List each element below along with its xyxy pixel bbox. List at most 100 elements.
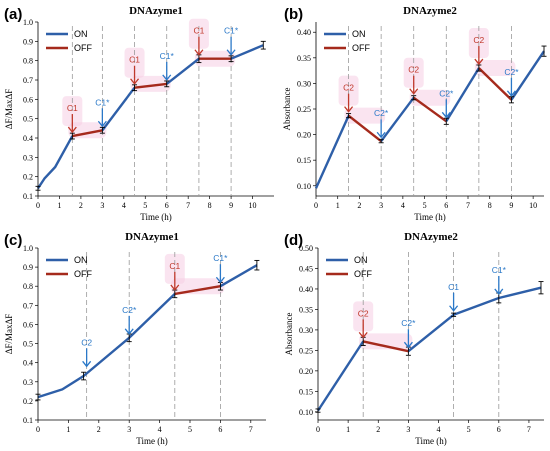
annotation-arrowhead: [376, 131, 386, 139]
x-tick-label: 2: [97, 425, 101, 434]
annotation-arrowhead: [403, 341, 413, 349]
legend-label-off: OFF: [352, 43, 370, 53]
annotation-label: C2: [408, 65, 419, 75]
chart-panel-1: 0 1 2 3 4 5 6 7 8 9 10 0.1 0.2 0.3 0.4 0.5 0.6 0.7 0.8 0.9 1…: [4, 5, 274, 222]
series-segment-on: [314, 115, 350, 189]
annotation-arrowhead: [97, 120, 107, 128]
y-tick-label: 0.9: [23, 37, 33, 46]
y-axis-label: Absorbance: [284, 313, 294, 356]
y-tick-label: 0.25: [297, 105, 311, 114]
y-tick-label: 0.10: [299, 408, 313, 417]
annotation-arrowhead: [449, 305, 459, 312]
series-segment-on: [219, 264, 258, 288]
off-highlight: [170, 278, 225, 295]
x-tick-label: 5: [188, 425, 192, 434]
series-segment-on: [445, 67, 480, 122]
x-tick-label: 2: [376, 425, 380, 434]
annotation-label: C1: [129, 55, 140, 65]
y-tick-label: 0.5: [23, 340, 33, 349]
x-tick-label: 7: [527, 425, 531, 434]
y-tick-label: 0.25: [299, 346, 313, 355]
series-segment-off: [174, 285, 221, 296]
chart-panel-4: 0 1 2 3 4 5 6 7 0.10 0.15 0.20 0.25 0.30 0.35 0.40 0.45…: [284, 231, 544, 446]
annotation-label: C1*: [213, 253, 228, 263]
panel-label: (a): [4, 6, 22, 23]
y-tick-label: 0.30: [297, 79, 311, 88]
x-tick-label: 2: [79, 201, 83, 210]
panel-label: (d): [284, 232, 303, 249]
annotation-label: C2*: [439, 88, 454, 98]
annotation-label: C1: [67, 103, 78, 113]
annotation-arrowhead: [194, 49, 204, 56]
annotation-label: C2*: [374, 108, 389, 118]
y-tick-label: 0.35: [299, 305, 313, 314]
y-tick-label: 0.2: [23, 397, 33, 406]
y-axis-label: ΔF/MaxΔF: [4, 89, 14, 130]
y-tick-label: 0.15: [299, 387, 313, 396]
series-segment-off: [347, 114, 382, 143]
y-tick-label: 0.3: [23, 153, 33, 162]
chart-panel-3: 0 1 2 3 4 5 6 7 0.1 0.2 0.3 0.4 0.5 0.6 0.7 0.8 0.9 1.0 C2…: [4, 231, 266, 446]
x-tick-label: 9: [509, 201, 513, 210]
annotation-arrowhead: [358, 331, 368, 339]
y-tick-label: 0.7: [23, 76, 33, 85]
x-tick-label: 4: [401, 201, 405, 210]
annotation-label: C2*: [122, 305, 137, 315]
annotation-label: C1*: [95, 97, 110, 107]
y-tick-label: 0.30: [299, 326, 313, 335]
annotation-arrowhead: [441, 111, 451, 119]
y-tick-label: 0.3: [23, 378, 33, 387]
annotation-arrowhead: [124, 328, 134, 335]
annotation-label: C2: [81, 337, 92, 347]
y-tick-label: 0.9: [23, 263, 33, 272]
y-tick-label: 0.45: [299, 264, 313, 273]
x-tick-label: 0: [314, 201, 318, 210]
series-segment-off: [72, 129, 103, 138]
annotation-arrowhead: [344, 106, 354, 113]
x-tick-label: 3: [406, 425, 410, 434]
annotation-label: C1: [169, 261, 180, 271]
x-tick-label: 7: [466, 201, 470, 210]
y-tick-label: 1.0: [23, 244, 33, 253]
series-segment-on: [407, 286, 542, 353]
label-highlight: [403, 57, 424, 88]
x-tick-label: 7: [249, 425, 253, 434]
chart-panel-2: 0 1 2 3 4 5 6 7 8 9 10 0.10 0.15 0.20 0.25 0.30 0.35 0.40…: [282, 5, 547, 222]
legend-label-off: OFF: [74, 43, 92, 53]
chart-title: DNAzyme2: [403, 5, 457, 17]
y-tick-label: 0.35: [297, 54, 311, 63]
annotation-arrowhead: [67, 126, 77, 134]
chart-title: DNAzyme1: [125, 231, 179, 243]
y-tick-label: 0.15: [297, 156, 311, 165]
y-tick-label: 0.7: [23, 301, 33, 310]
x-tick-label: 0: [36, 425, 40, 434]
x-tick-label: 4: [437, 425, 441, 434]
series-segment-on: [380, 96, 415, 142]
annotation-label: C1*: [492, 265, 507, 275]
legend-label-off: OFF: [74, 269, 92, 279]
panel-label: (c): [4, 232, 22, 249]
x-tick-label: 8: [208, 201, 212, 210]
y-tick-label: 0.1: [23, 416, 33, 425]
x-tick-label: 0: [36, 201, 40, 210]
annotation-arrowhead: [130, 78, 140, 85]
chart-title: DNAzyme2: [404, 231, 458, 243]
x-tick-label: 2: [357, 201, 361, 210]
series-segment-on: [36, 135, 74, 189]
annotation-label: C2: [358, 308, 369, 318]
x-tick-label: 8: [488, 201, 492, 210]
x-tick-label: 1: [66, 425, 70, 434]
annotation-arrowhead: [409, 88, 419, 95]
x-tick-label: 10: [249, 201, 257, 210]
annotation-arrowhead: [82, 360, 92, 368]
x-axis-label: Time (h): [136, 436, 167, 446]
y-tick-label: 0.4: [23, 134, 33, 143]
annotation-arrowhead: [226, 49, 236, 56]
x-tick-label: 1: [346, 425, 350, 434]
y-tick-label: 0.4: [23, 359, 33, 368]
y-tick-label: 0.8: [23, 57, 33, 66]
y-tick-label: 0.8: [23, 282, 33, 291]
series-segment-on: [510, 50, 545, 101]
y-axis-label: ΔF/MaxΔF: [4, 314, 14, 355]
